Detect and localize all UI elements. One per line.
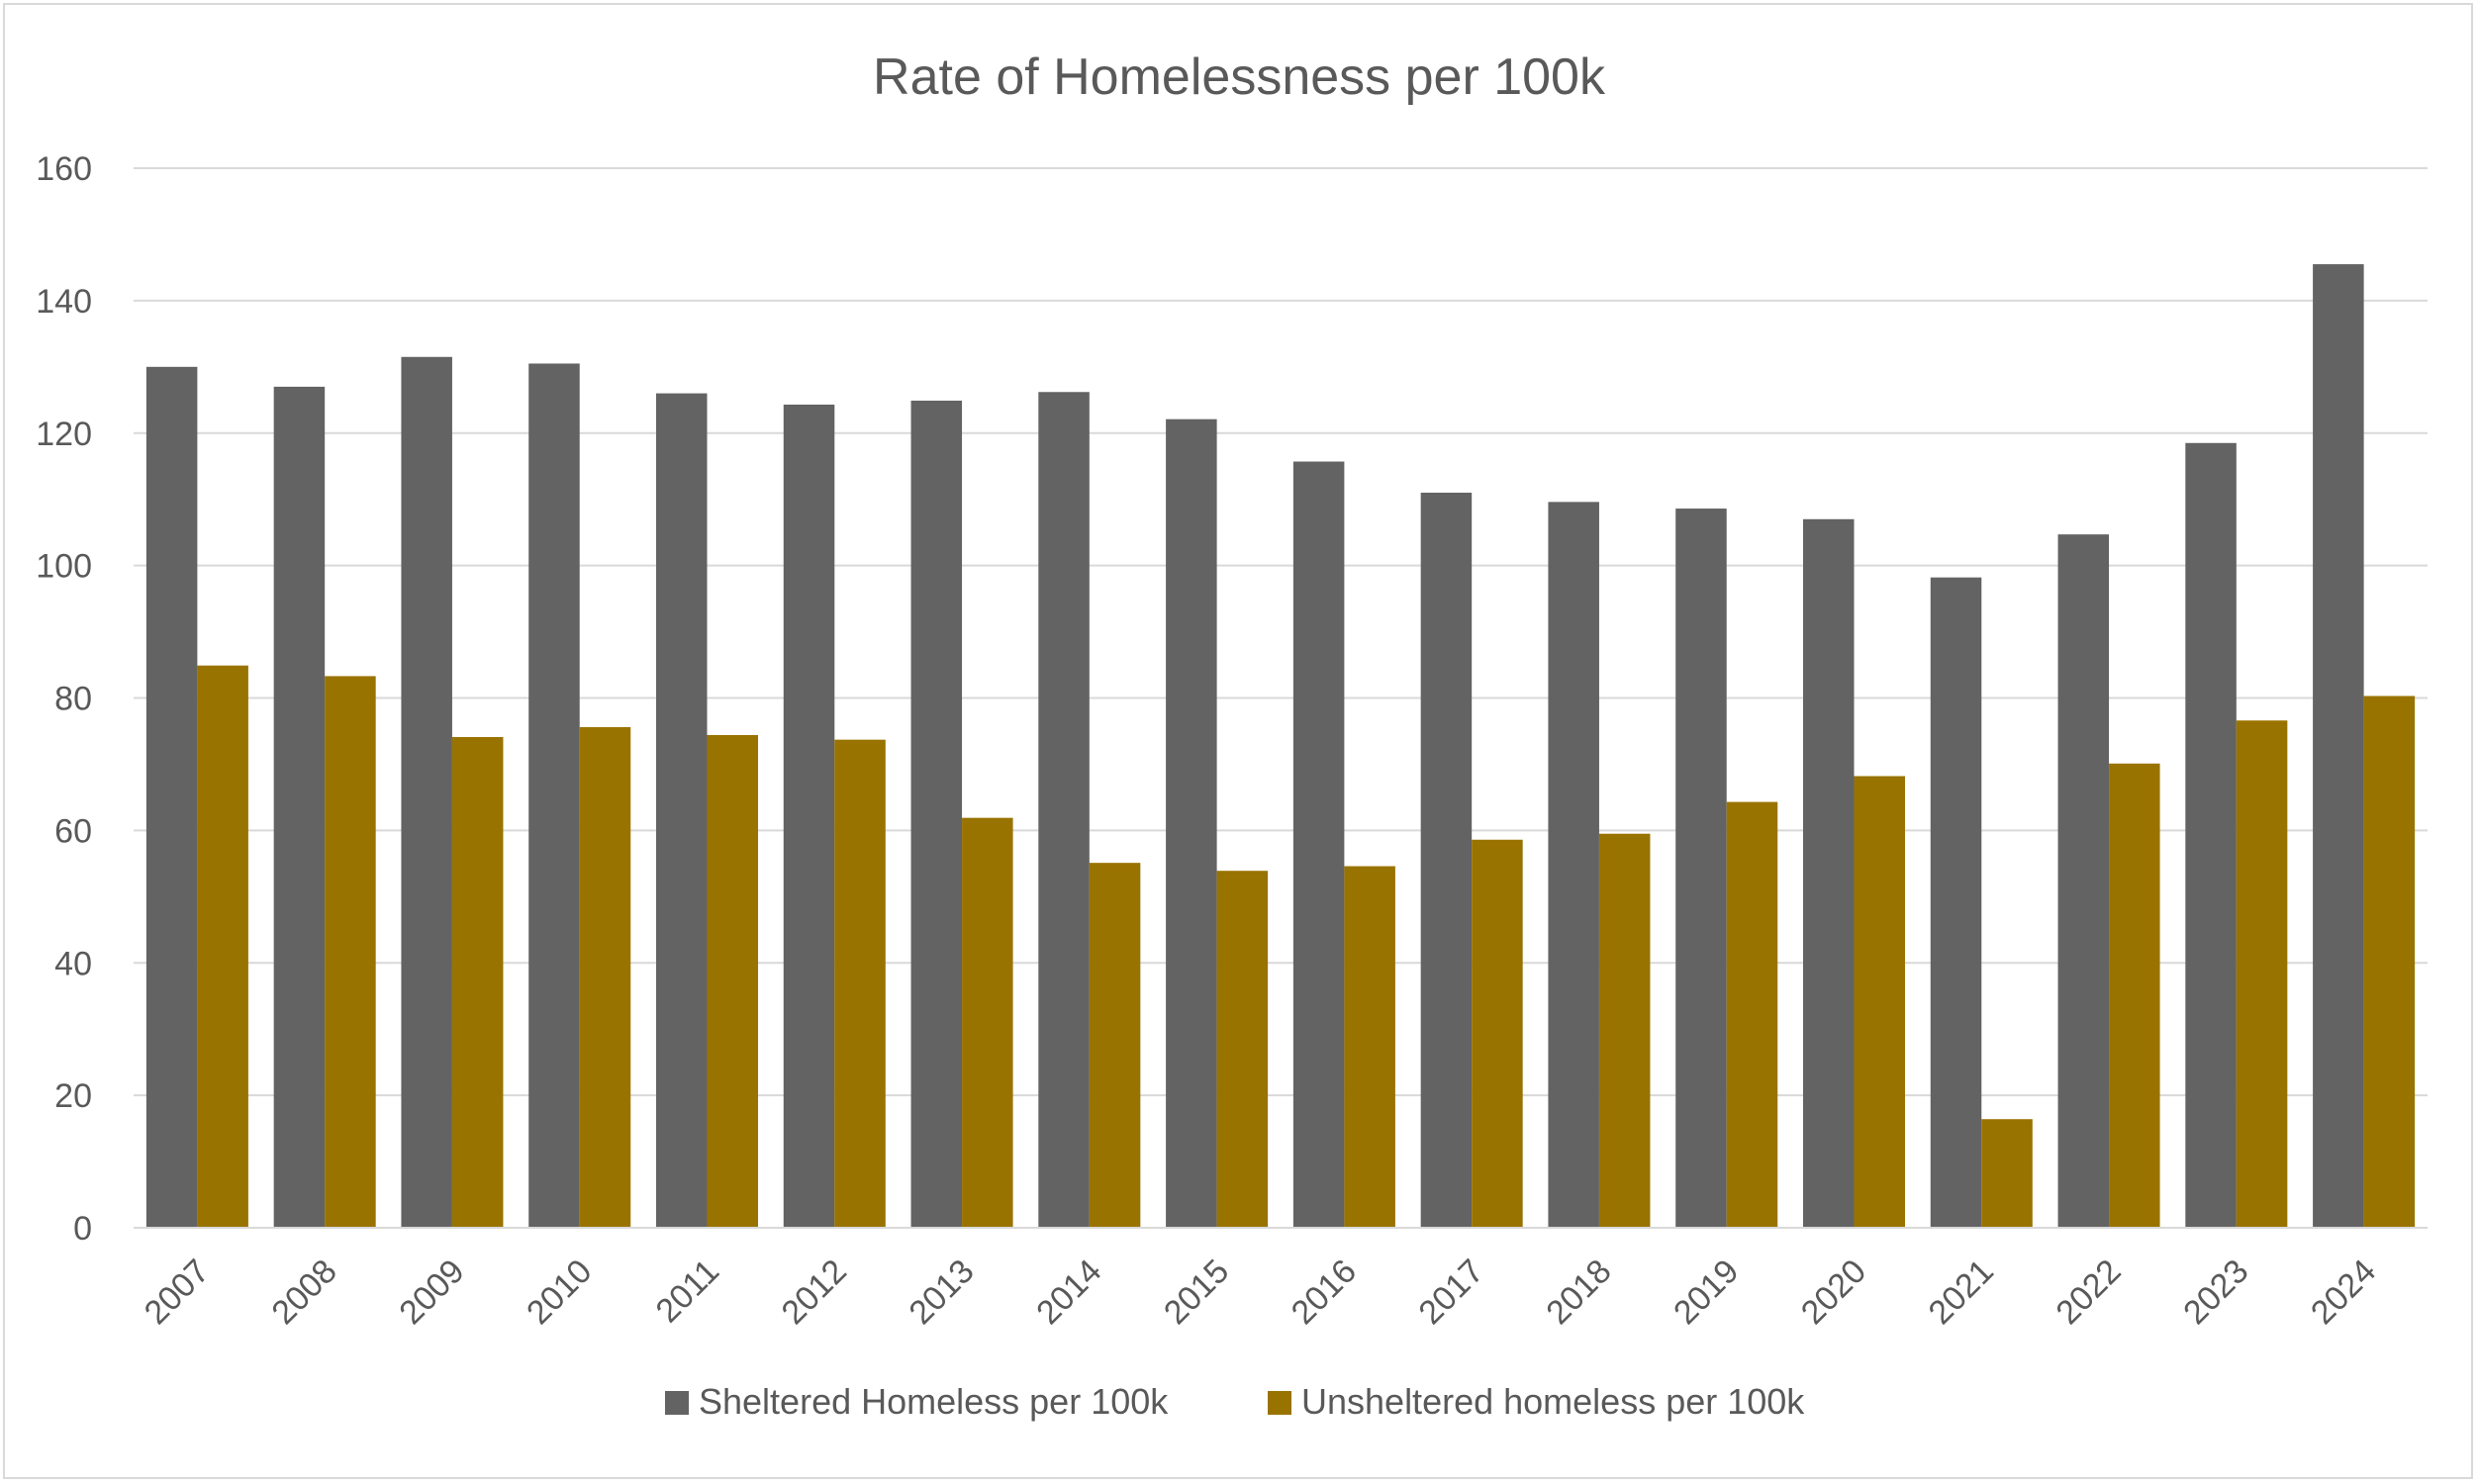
bar-series1-2023 xyxy=(2185,442,2237,1228)
x-tick-label: 2011 xyxy=(649,1252,727,1331)
y-tick-label: 20 xyxy=(54,1077,92,1115)
x-tick-label: 2022 xyxy=(2049,1252,2128,1332)
y-tick-label: 0 xyxy=(73,1210,92,1248)
bar-series2-2008 xyxy=(325,676,376,1228)
bar-series2-2009 xyxy=(451,736,504,1228)
bar-series1-2013 xyxy=(910,400,963,1228)
bar-series1-2021 xyxy=(1930,577,1982,1228)
legend: Sheltered Homeless per 100k Unsheltered h… xyxy=(665,1381,1805,1422)
bar-series1-2011 xyxy=(655,393,708,1229)
bar-series1-2022 xyxy=(2057,534,2110,1228)
bar-series1-2007 xyxy=(145,366,198,1228)
x-tick-label: 2015 xyxy=(1157,1252,1236,1332)
bar-series2-2013 xyxy=(962,817,1013,1228)
x-tick-label: 2023 xyxy=(2176,1252,2255,1332)
chart-title: Rate of Homelessness per 100k xyxy=(873,48,1606,106)
bar-series1-2017 xyxy=(1420,492,1473,1228)
y-tick-label: 160 xyxy=(36,150,92,188)
x-tick-label: 2020 xyxy=(1794,1252,1873,1332)
bar-series1-2009 xyxy=(401,356,452,1228)
bar-series2-2017 xyxy=(1472,839,1523,1228)
bar-series1-2016 xyxy=(1292,461,1345,1228)
bar-series1-2010 xyxy=(528,363,580,1229)
x-tick-label: 2012 xyxy=(775,1252,854,1332)
bar-series2-2024 xyxy=(2363,696,2416,1228)
bar-series2-2020 xyxy=(1854,776,1906,1228)
bars xyxy=(145,264,2416,1229)
bar-series2-2019 xyxy=(1726,801,1778,1228)
y-tick-label: 40 xyxy=(54,945,92,982)
bar-series2-2012 xyxy=(834,739,886,1228)
bar-series2-2016 xyxy=(1344,866,1395,1228)
bar-series1-2019 xyxy=(1675,509,1727,1228)
bar-series2-2011 xyxy=(707,734,759,1228)
bar-series2-2014 xyxy=(1089,863,1141,1228)
x-tick-label: 2008 xyxy=(264,1252,343,1332)
x-axis-ticks: 2007 2008 2009 2010 2011 2012 2013 2014 2015 2016… xyxy=(138,1252,2384,1332)
y-tick-label: 100 xyxy=(36,548,92,586)
bar-series1-2014 xyxy=(1038,392,1090,1228)
y-tick-label: 120 xyxy=(36,416,92,453)
x-tick-label: 2024 xyxy=(2304,1252,2383,1332)
bar-series2-2023 xyxy=(2236,720,2288,1228)
bar-series2-2015 xyxy=(1216,871,1269,1228)
bar-series1-2020 xyxy=(1802,518,1855,1228)
legend-label-series1: Sheltered Homeless per 100k xyxy=(699,1381,1169,1422)
x-tick-label: 2014 xyxy=(1029,1252,1108,1332)
x-tick-label: 2017 xyxy=(1411,1252,1490,1332)
bar-series2-2010 xyxy=(579,726,631,1228)
legend-label-series2: Unsheltered homeless per 100k xyxy=(1301,1381,1805,1422)
bar-series2-2021 xyxy=(1981,1119,2033,1228)
x-tick-label: 2009 xyxy=(392,1252,471,1332)
bar-series1-2012 xyxy=(783,404,835,1229)
bar-series1-2015 xyxy=(1166,418,1217,1228)
x-tick-label: 2019 xyxy=(1667,1252,1746,1332)
legend-swatch-series1 xyxy=(665,1391,689,1415)
x-tick-label: 2010 xyxy=(520,1252,599,1332)
y-tick-label: 80 xyxy=(54,681,92,718)
bar-series2-2018 xyxy=(1598,833,1651,1228)
x-tick-label: 2013 xyxy=(902,1252,981,1332)
bar-series2-2007 xyxy=(197,665,248,1228)
bar-series2-2022 xyxy=(2109,763,2160,1228)
gridlines xyxy=(134,167,2428,1097)
legend-swatch-series2 xyxy=(1268,1391,1291,1415)
bar-series1-2008 xyxy=(273,386,326,1228)
y-tick-label: 60 xyxy=(54,812,92,850)
bar-series1-2018 xyxy=(1548,502,1599,1228)
y-axis-ticks: 0 20 40 60 80 100 120 140 160 xyxy=(36,150,92,1248)
x-tick-label: 2016 xyxy=(1285,1252,1364,1332)
x-tick-label: 2021 xyxy=(1922,1252,2001,1332)
x-tick-label: 2007 xyxy=(138,1252,217,1332)
bar-series1-2024 xyxy=(2313,264,2364,1228)
y-tick-label: 140 xyxy=(36,283,92,321)
x-tick-label: 2018 xyxy=(1539,1252,1618,1332)
